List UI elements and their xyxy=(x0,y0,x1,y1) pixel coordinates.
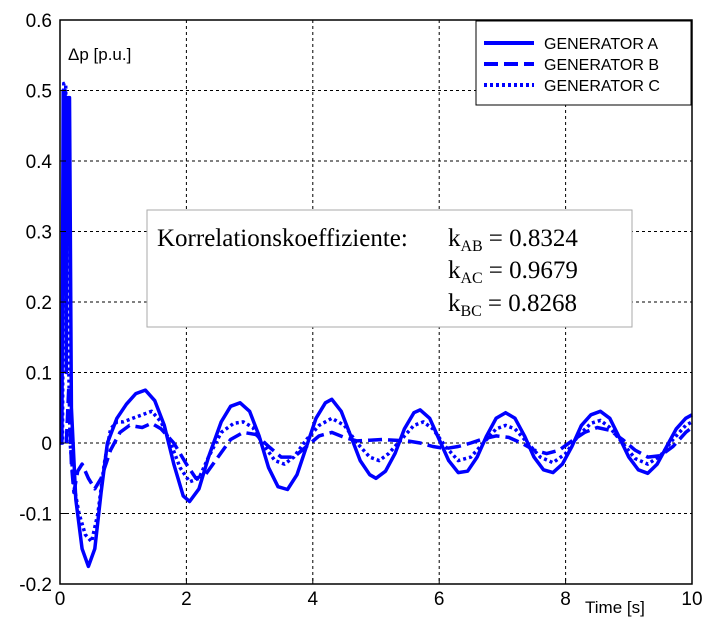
annotation-box xyxy=(146,209,633,328)
annotation: Korrelationskoeffiziente: kAB = 0.8324 kA… xyxy=(146,209,633,328)
series-line-generator-b xyxy=(64,384,694,495)
y-tick-label: 0.2 xyxy=(26,293,52,314)
tick-labels: 0 2 4 6 8 10 -0.2 -0.1 0 0.1 0.2 0.3 0.4 0.5 0.6 xyxy=(19,11,702,610)
y-tick-label: 0.5 xyxy=(26,82,52,103)
y-tick-label: 0 xyxy=(41,434,52,455)
series-line-generator-a xyxy=(60,88,693,569)
x-tick-label: 4 xyxy=(308,589,319,610)
x-tick-label: 6 xyxy=(434,589,445,610)
y-tick-label: 0.3 xyxy=(26,223,52,244)
series-lines xyxy=(60,81,694,569)
legend-label-a: GENERATOR A xyxy=(544,36,658,53)
x-tick-label: 2 xyxy=(181,589,192,610)
annotation-coef-ab: kAB = 0.8324 xyxy=(448,225,578,255)
legend: GENERATOR A GENERATOR B GENERATOR C xyxy=(475,20,692,106)
y-tick-label: 0.4 xyxy=(26,152,53,173)
y-tick-label: -0.2 xyxy=(19,575,52,596)
y-axis-label: Δp [p.u.] xyxy=(68,45,131,64)
y-tick-label: 0.1 xyxy=(26,364,52,385)
annotation-coef-ac: kAC = 0.9679 xyxy=(448,257,578,287)
x-axis-label: Time [s] xyxy=(585,598,645,617)
x-tick-label: 0 xyxy=(55,589,66,610)
legend-label-b: GENERATOR B xyxy=(544,57,659,74)
annotation-prefix: Korrelationskoeffiziente: xyxy=(157,225,408,252)
x-tick-label: 10 xyxy=(681,589,702,610)
y-tick-label: -0.1 xyxy=(19,505,52,526)
y-tick-label: 0.6 xyxy=(26,11,52,32)
annotation-coef-bc: kBC = 0.8268 xyxy=(448,290,577,320)
x-tick-label: 8 xyxy=(560,589,571,610)
legend-label-c: GENERATOR C xyxy=(544,78,660,95)
series-line-generator-c xyxy=(60,81,693,544)
